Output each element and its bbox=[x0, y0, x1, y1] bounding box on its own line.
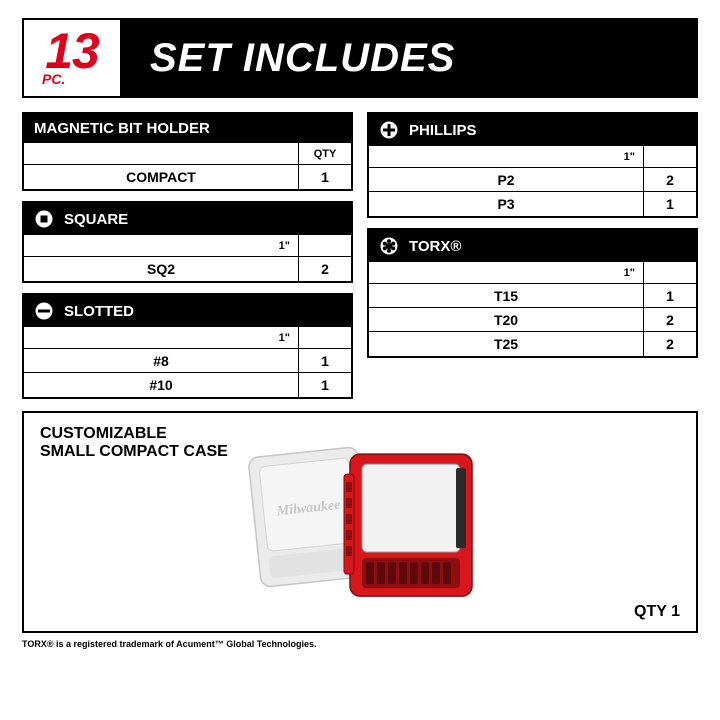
section-header: SLOTTED bbox=[24, 295, 351, 327]
item-name: P3 bbox=[369, 192, 644, 216]
size-col: 1" bbox=[369, 262, 644, 283]
section-subheader: 1" bbox=[369, 146, 696, 168]
section-phillips: PHILLIPS 1"P22P31 bbox=[367, 112, 698, 218]
size-col: 1" bbox=[24, 327, 299, 348]
size-col: 1" bbox=[24, 235, 299, 256]
table-row: P22 bbox=[369, 168, 696, 192]
item-qty: 1 bbox=[299, 165, 351, 189]
section-title: SQUARE bbox=[64, 211, 128, 228]
item-qty: 2 bbox=[644, 168, 696, 191]
table-row: #101 bbox=[24, 373, 351, 397]
section-header: MAGNETIC BIT HOLDER bbox=[24, 114, 351, 143]
piece-unit: PC. bbox=[42, 74, 65, 86]
section-header: PHILLIPS bbox=[369, 114, 696, 146]
item-qty: 1 bbox=[299, 349, 351, 372]
section-slotted: SLOTTED 1"#81#101 bbox=[22, 293, 353, 399]
section-title: SLOTTED bbox=[64, 303, 134, 320]
item-qty: 2 bbox=[644, 332, 696, 356]
item-name: T25 bbox=[369, 332, 644, 356]
section-subheader: 1" bbox=[369, 262, 696, 284]
item-name: #8 bbox=[24, 349, 299, 372]
item-qty: 2 bbox=[644, 308, 696, 331]
item-name: COMPACT bbox=[24, 165, 299, 189]
columns: MAGNETIC BIT HOLDERQTYCOMPACT1SQUARE1"SQ… bbox=[22, 112, 698, 399]
item-qty: 1 bbox=[299, 373, 351, 397]
piece-count: 13 bbox=[45, 30, 99, 73]
qty-col bbox=[644, 262, 696, 283]
table-row: COMPACT1 bbox=[24, 165, 351, 189]
case-svg: Milwaukee bbox=[230, 446, 490, 606]
section-title: PHILLIPS bbox=[409, 122, 477, 139]
footnote: TORX® is a registered trademark of Acume… bbox=[22, 639, 698, 649]
qty-col: QTY bbox=[299, 143, 351, 164]
title-bar: SET INCLUDES bbox=[122, 18, 698, 98]
piece-count-box: 13 PC. bbox=[22, 18, 122, 98]
table-row: #81 bbox=[24, 349, 351, 373]
phillips-icon bbox=[379, 120, 399, 140]
item-name: SQ2 bbox=[24, 257, 299, 281]
table-row: SQ22 bbox=[24, 257, 351, 281]
section-subheader: QTY bbox=[24, 143, 351, 165]
case-image: Milwaukee bbox=[230, 446, 490, 611]
item-name: T20 bbox=[369, 308, 644, 331]
table-row: T151 bbox=[369, 284, 696, 308]
right-column: PHILLIPS1"P22P31TORX®1"T151T202T252 bbox=[367, 112, 698, 399]
section-header: SQUARE bbox=[24, 203, 351, 235]
section-title: MAGNETIC BIT HOLDER bbox=[34, 120, 210, 137]
header: 13 PC. SET INCLUDES bbox=[22, 18, 698, 98]
item-name: #10 bbox=[24, 373, 299, 397]
qty-col bbox=[644, 146, 696, 167]
slotted-icon bbox=[34, 301, 54, 321]
section-subheader: 1" bbox=[24, 235, 351, 257]
item-qty: 1 bbox=[644, 192, 696, 216]
section-subheader: 1" bbox=[24, 327, 351, 349]
case-title-line1: CUSTOMIZABLE bbox=[40, 425, 167, 442]
item-qty: 1 bbox=[644, 284, 696, 307]
case-title-line2: SMALL COMPACT CASE bbox=[40, 443, 228, 460]
section-title: TORX® bbox=[409, 238, 461, 255]
section-magnetic-bit-holder: MAGNETIC BIT HOLDER QTYCOMPACT1 bbox=[22, 112, 353, 191]
section-square: SQUARE 1"SQ22 bbox=[22, 201, 353, 283]
item-qty: 2 bbox=[299, 257, 351, 281]
table-row: T252 bbox=[369, 332, 696, 356]
qty-col bbox=[299, 327, 351, 348]
size-col: 1" bbox=[369, 146, 644, 167]
left-column: MAGNETIC BIT HOLDERQTYCOMPACT1SQUARE1"SQ… bbox=[22, 112, 353, 399]
torx-icon bbox=[379, 236, 399, 256]
qty-col bbox=[299, 235, 351, 256]
case-section: CUSTOMIZABLE SMALL COMPACT CASE Milwauke… bbox=[22, 411, 698, 633]
case-qty: QTY 1 bbox=[634, 603, 680, 621]
table-row: P31 bbox=[369, 192, 696, 216]
item-name: P2 bbox=[369, 168, 644, 191]
section-torx-: TORX® 1"T151T202T252 bbox=[367, 228, 698, 358]
table-row: T202 bbox=[369, 308, 696, 332]
square-icon bbox=[34, 209, 54, 229]
item-name: T15 bbox=[369, 284, 644, 307]
section-header: TORX® bbox=[369, 230, 696, 262]
size-col bbox=[24, 143, 299, 164]
